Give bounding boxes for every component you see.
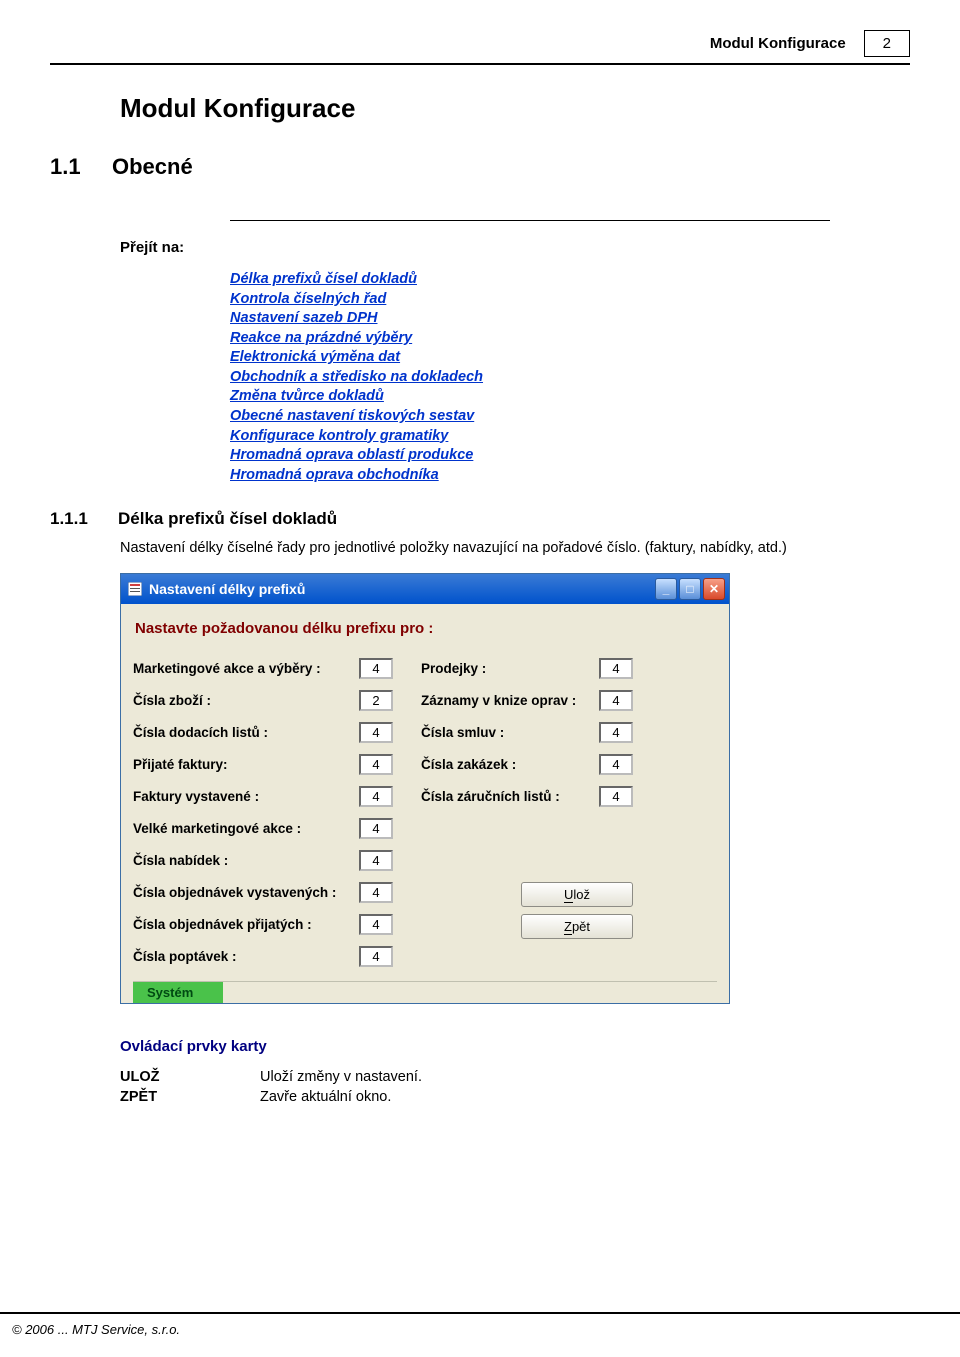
prefix-input[interactable] <box>599 658 633 679</box>
prefix-input[interactable] <box>359 690 393 711</box>
anchor-link[interactable]: Hromadná oprava obchodníka <box>230 466 910 486</box>
anchor-link[interactable]: Reakce na prázdné výběry <box>230 329 910 349</box>
maximize-button[interactable]: □ <box>679 578 701 600</box>
control-desc: Uloží změny v nastavení. <box>260 1069 422 1085</box>
prefix-input[interactable] <box>359 914 393 935</box>
prefix-input[interactable] <box>599 786 633 807</box>
prefix-input[interactable] <box>359 850 393 871</box>
field-label: Čísla smluv : <box>421 725 591 740</box>
prefix-input[interactable] <box>599 754 633 775</box>
prefix-input[interactable] <box>359 722 393 743</box>
anchor-link[interactable]: Kontrola číselných řad <box>230 290 910 310</box>
field-label: Čísla záručních listů : <box>421 789 591 804</box>
save-button[interactable]: Ulož <box>521 882 633 907</box>
field-label: Velké marketingové akce : <box>133 821 351 836</box>
section-title: Obecné <box>112 154 193 180</box>
running-title: Modul Konfigurace <box>710 35 846 52</box>
anchor-link[interactable]: Nastavení sazeb DPH <box>230 309 910 329</box>
prefix-input[interactable] <box>359 786 393 807</box>
field-label: Čísla dodacích listů : <box>133 725 351 740</box>
field-label: Čísla objednávek vystavených : <box>133 885 351 900</box>
field-label: Čísla zakázek : <box>421 757 591 772</box>
section-number: 1.1 <box>50 154 90 180</box>
controls-heading: Ovládací prvky karty <box>120 1038 910 1055</box>
jump-label: Přejít na: <box>120 239 910 256</box>
statusbar-text: Systém <box>147 985 193 1000</box>
prefix-input[interactable] <box>599 722 633 743</box>
close-button[interactable]: ✕ <box>703 578 725 600</box>
back-button[interactable]: Zpět <box>521 914 633 939</box>
titlebar[interactable]: Nastavení délky prefixů _ □ ✕ <box>121 574 729 604</box>
anchor-link[interactable]: Obchodník a středisko na dokladech <box>230 368 910 388</box>
field-label: Čísla poptávek : <box>133 949 351 964</box>
field-label: Prodejky : <box>421 661 591 676</box>
footer: © 2006 ... MTJ Service, s.r.o. <box>0 1312 960 1337</box>
prefix-input[interactable] <box>359 882 393 903</box>
minimize-button[interactable]: _ <box>655 578 677 600</box>
field-label: Čísla nabídek : <box>133 853 351 868</box>
anchor-link[interactable]: Obecné nastavení tiskových sestav <box>230 407 910 427</box>
subsection-title: Délka prefixů čísel dokladů <box>118 509 337 529</box>
dialog-title: Nastavení délky prefixů <box>149 581 655 597</box>
prefix-input[interactable] <box>359 754 393 775</box>
field-label: Čísla zboží : <box>133 693 351 708</box>
field-label: Čísla objednávek přijatých : <box>133 917 351 932</box>
anchor-link[interactable]: Elektronická výměna dat <box>230 348 910 368</box>
dialog-instruction: Nastavte požadovanou délku prefixu pro : <box>135 620 717 637</box>
prefix-input[interactable] <box>359 818 393 839</box>
prefix-input[interactable] <box>359 658 393 679</box>
field-label: Přijaté faktury: <box>133 757 351 772</box>
divider <box>230 220 830 221</box>
subsection-number: 1.1.1 <box>50 509 98 529</box>
form-icon <box>127 581 143 597</box>
field-label: Záznamy v knize oprav : <box>421 693 591 708</box>
control-key: ZPĚT <box>120 1089 260 1105</box>
anchor-link[interactable]: Délka prefixů čísel dokladů <box>230 270 910 290</box>
anchor-link-list: Délka prefixů čísel dokladů Kontrola čís… <box>230 270 910 485</box>
control-desc: Zavře aktuální okno. <box>260 1089 391 1105</box>
anchor-link[interactable]: Hromadná oprava oblastí produkce <box>230 446 910 466</box>
dialog-window: Nastavení délky prefixů _ □ ✕ Nastavte p… <box>120 573 730 1004</box>
field-label: Faktury vystavené : <box>133 789 351 804</box>
anchor-link[interactable]: Konfigurace kontroly gramatiky <box>230 427 910 447</box>
prefix-input[interactable] <box>599 690 633 711</box>
paragraph: Nastavení délky číselné řady pro jednotl… <box>120 539 860 559</box>
chapter-title: Modul Konfigurace <box>120 93 910 124</box>
prefix-input[interactable] <box>359 946 393 967</box>
statusbar: Systém <box>133 981 717 1003</box>
field-label: Marketingové akce a výběry : <box>133 661 351 676</box>
page-number: 2 <box>864 30 910 57</box>
control-key: ULOŽ <box>120 1069 260 1085</box>
anchor-link[interactable]: Změna tvůrce dokladů <box>230 387 910 407</box>
